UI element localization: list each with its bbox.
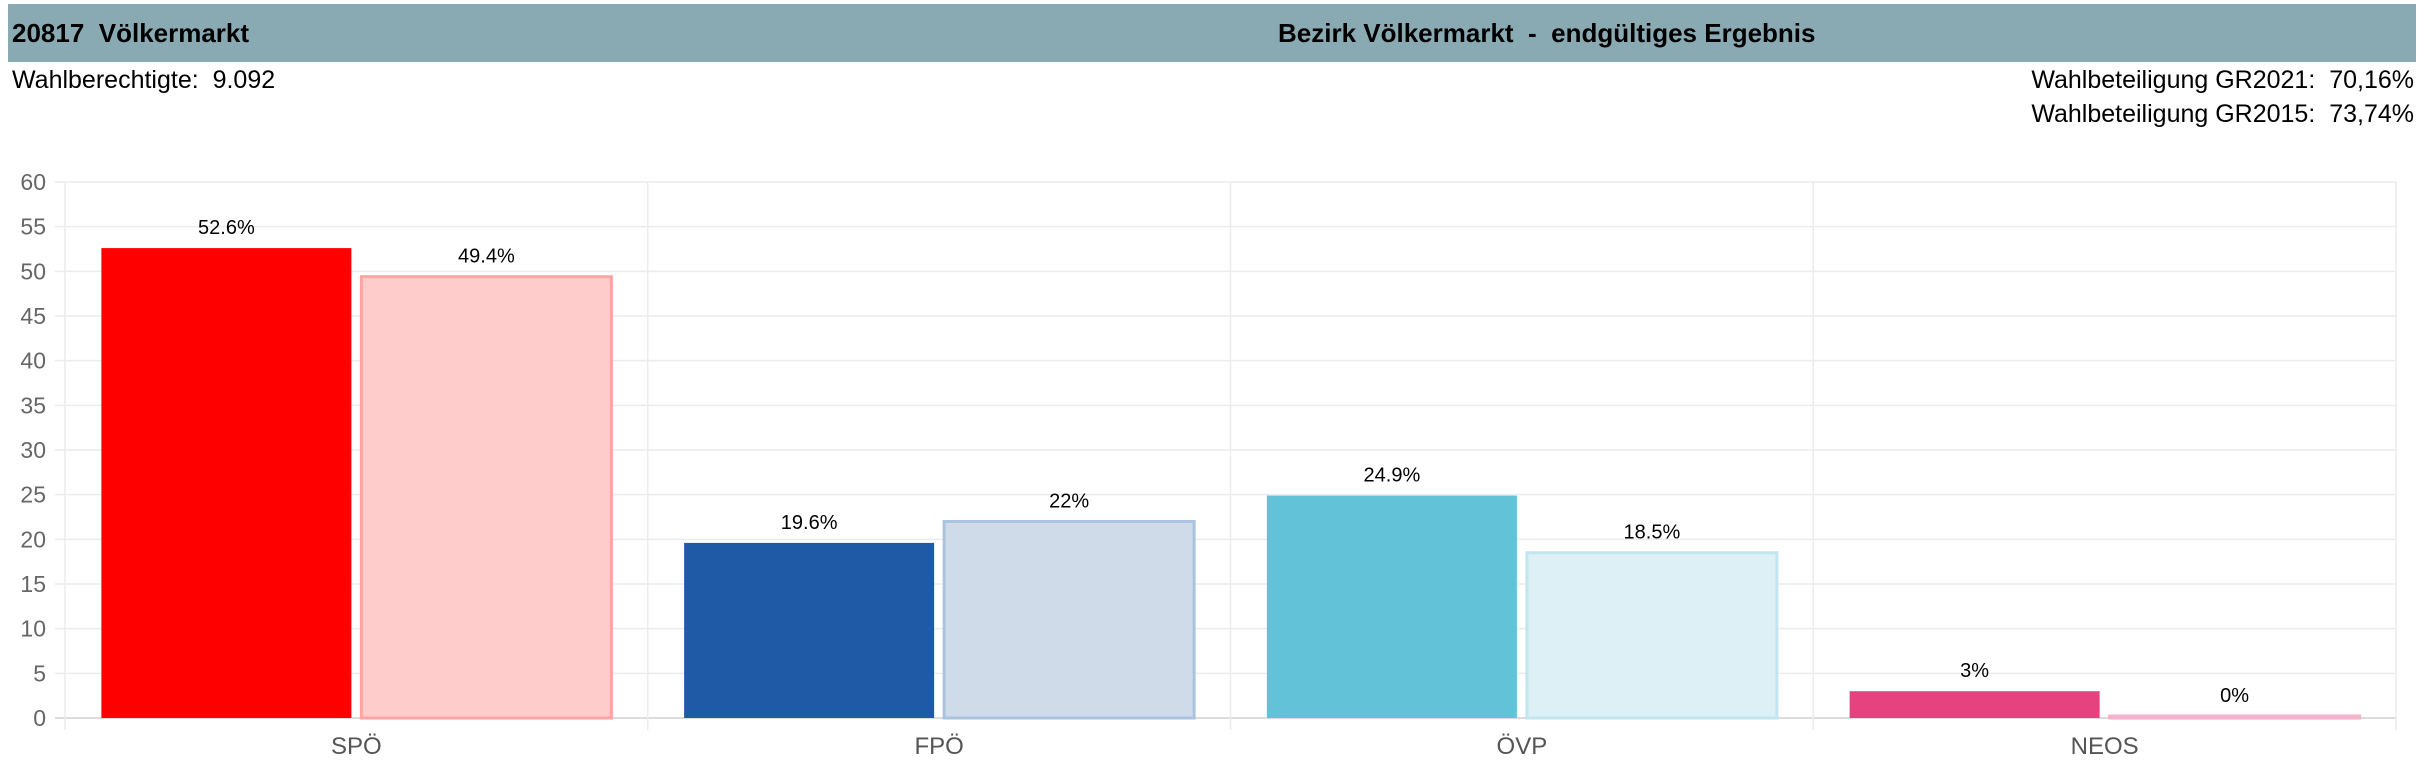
eligible-voters-value: 9.092: [212, 66, 276, 94]
bar-SPÖ-series-2: [359, 275, 613, 720]
eligible-voters-label: Wahlberechtigte:: [12, 66, 199, 94]
bar-FPÖ-series-2: [942, 519, 1196, 720]
label-layer: 0 5 10 15 20 25 30 35 40 45 50 55 60 52.6% 49.4% SPÖ 19.…: [20, 169, 2249, 760]
data-label: 22%: [1049, 490, 1089, 512]
eligible-voters: Wahlberechtigte: 9.092: [12, 66, 275, 95]
bar-NEOS-series-1: [1849, 691, 2100, 718]
turnout-2015-value: 73,74%: [2329, 100, 2414, 128]
bar-ÖVP-series-2: [1525, 551, 1779, 720]
bar-SPÖ-series-1: [101, 248, 352, 718]
y-tick-label: 60: [20, 169, 46, 195]
turnout-2021-label: Wahlbeteiligung GR2021:: [2031, 66, 2316, 94]
y-tick-label: 55: [20, 214, 46, 240]
turnout-2015: Wahlbeteiligung GR2015: 73,74%: [2031, 100, 2414, 129]
y-tick-label: 5: [33, 660, 46, 686]
x-category-label: SPÖ: [331, 733, 382, 760]
x-category-label: ÖVP: [1497, 733, 1548, 760]
bar-layer: [101, 248, 2362, 720]
x-category-label: NEOS: [2071, 733, 2139, 760]
data-label: 19.6%: [781, 512, 838, 534]
y-tick-label: 25: [20, 482, 46, 508]
y-tick-label: 0: [33, 705, 46, 731]
bar-FPÖ-series-1: [684, 542, 935, 718]
data-label: 49.4%: [458, 246, 515, 268]
y-tick-label: 45: [20, 303, 46, 329]
x-category-label: FPÖ: [914, 733, 963, 760]
data-label: 3%: [1960, 660, 1989, 682]
turnout-2021-value: 70,16%: [2329, 66, 2414, 94]
bar-ÖVP-series-1: [1266, 495, 1517, 718]
data-label: 0%: [2220, 685, 2249, 707]
result-title: Bezirk Völkermarkt - endgültiges Ergebni…: [1278, 18, 1816, 48]
y-tick-label: 20: [20, 526, 46, 552]
y-tick-label: 40: [20, 348, 46, 374]
y-tick-label: 10: [20, 616, 46, 642]
y-tick-label: 15: [20, 571, 46, 597]
turnout-2021: Wahlbeteiligung GR2021: 70,16%: [2031, 66, 2414, 95]
bar-NEOS-series-2: [2108, 714, 2362, 720]
data-label: 18.5%: [1624, 522, 1681, 544]
data-label: 24.9%: [1364, 465, 1421, 487]
y-tick-label: 35: [20, 392, 46, 418]
data-label: 52.6%: [198, 217, 255, 239]
turnout-2015-label: Wahlbeteiligung GR2015:: [2031, 100, 2316, 128]
y-tick-label: 30: [20, 437, 46, 463]
district-code-title: 20817 Völkermarkt: [12, 18, 250, 48]
header-bar: 20817 Völkermarkt Bezirk Völkermarkt - e…: [8, 4, 2416, 62]
y-tick-label: 50: [20, 258, 46, 284]
results-bar-chart: 0 5 10 15 20 25 30 35 40 45 50 55 60 52.6% 49.4% SPÖ 19.…: [20, 169, 2397, 760]
